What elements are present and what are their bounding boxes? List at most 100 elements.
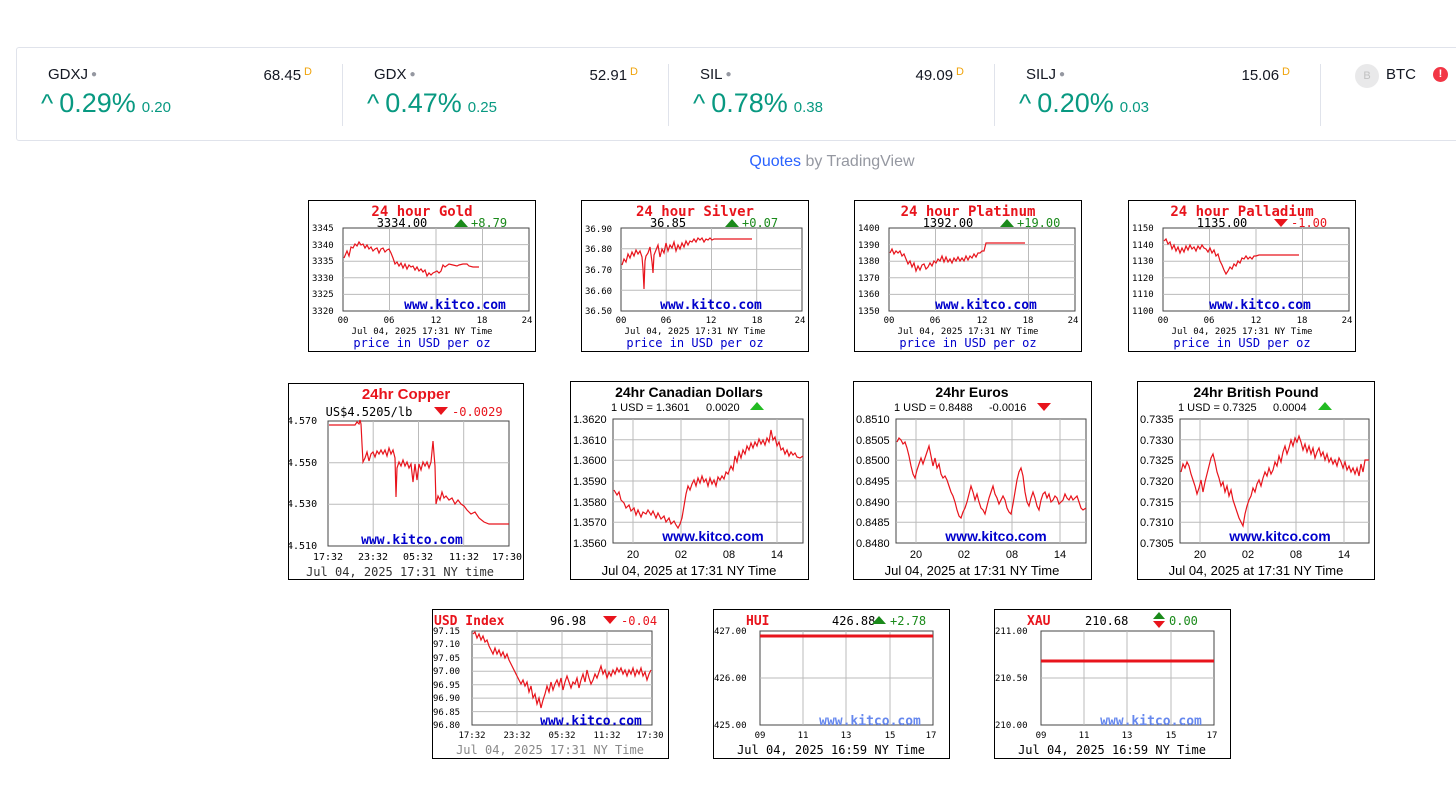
silver-chart-svg: 24 hour Silver 36.85 +0.07 36.90 36.80 3… xyxy=(585,204,805,350)
chart-euros[interactable]: 24hr Euros 1 USD = 0.8488 -0.0016 0.8510… xyxy=(853,381,1092,580)
ticker-price: 15.06 D xyxy=(1241,66,1291,84)
y-tick: 97.00 xyxy=(433,667,460,677)
x-tick: 17:32 xyxy=(313,552,343,563)
y-tick: 1370 xyxy=(858,274,880,284)
y-tick: 97.10 xyxy=(433,640,460,650)
chart-date: Jul 04, 2025 17:31 NY Time xyxy=(456,743,644,757)
copper-plot-frame xyxy=(327,420,510,547)
x-tick: 23:32 xyxy=(503,731,530,741)
x-tick: 20 xyxy=(1194,549,1206,561)
y-tick: 1100 xyxy=(1132,307,1154,317)
status-dot-icon: ● xyxy=(1059,69,1066,80)
x-tick: 06 xyxy=(930,316,941,326)
chart-platinum[interactable]: 24 hour Platinum 1392.00 +19.00 1400 139… xyxy=(854,200,1082,352)
y-tick: 0.7315 xyxy=(1140,497,1174,509)
chart-title: HUI xyxy=(746,614,769,629)
chart-usd-index[interactable]: USD Index 96.98 -0.04 97.15 97.10 97.05 … xyxy=(432,609,669,759)
ticker-item-silj[interactable]: SILJ ● 15.06 D ^ 0.20% 0.03 xyxy=(995,48,1321,140)
y-tick: 0.8485 xyxy=(856,517,890,529)
chart-date: Jul 04, 2025 at 17:31 NY Time xyxy=(885,563,1060,578)
up-triangle-icon xyxy=(1318,402,1332,410)
down-triangle-icon xyxy=(1274,219,1288,227)
y-tick: 1120 xyxy=(1132,274,1154,284)
down-triangle-icon xyxy=(1037,403,1051,411)
x-tick: 17 xyxy=(1207,731,1218,741)
xau-plot-frame xyxy=(1040,630,1215,726)
y-tick: 96.95 xyxy=(433,681,460,691)
delayed-badge: D xyxy=(304,66,312,78)
chart-gold[interactable]: 24 hour Gold 3334.00 +8.79 3345 3340 333… xyxy=(308,200,536,352)
ticker-tape-widget: GDXJ ● 68.45 D ^ 0.29% 0.20 GDX ● 52.91 D ^ 0.4… xyxy=(16,47,1456,141)
up-caret-icon: ^ xyxy=(693,88,706,118)
y-tick: 210.50 xyxy=(995,674,1028,684)
kitco-watermark: www.kitco.com xyxy=(540,714,642,729)
delayed-badge: D xyxy=(1282,66,1290,78)
y-tick: 4.530 xyxy=(289,499,317,510)
ticker-item-sil[interactable]: SIL ● 49.09 D ^ 0.78% 0.38 xyxy=(669,48,995,140)
y-tick: 0.8500 xyxy=(856,455,890,467)
chart-footer: price in USD per oz xyxy=(1173,336,1310,350)
warning-icon: ! xyxy=(1433,67,1448,82)
x-tick: 09 xyxy=(1036,731,1047,741)
kitco-watermark: www.kitco.com xyxy=(660,298,762,313)
change-absolute: 0.03 xyxy=(1119,99,1149,116)
chart-canadian-dollars[interactable]: 24hr Canadian Dollars 1 USD = 1.3601 0.0… xyxy=(570,381,809,580)
chart-price: 1135.00 xyxy=(1197,216,1248,230)
chart-change: -0.04 xyxy=(621,614,657,628)
ticker-symbol: GDX ● xyxy=(374,66,416,83)
price-line xyxy=(889,242,1025,273)
y-tick: 96.90 xyxy=(433,694,460,704)
down-triangle-icon xyxy=(434,407,448,415)
y-tick: 97.15 xyxy=(433,627,460,637)
x-tick: 02 xyxy=(675,549,687,561)
ticker-item-gdx[interactable]: GDX ● 52.91 D ^ 0.47% 0.25 xyxy=(343,48,669,140)
exchange-rate: 1 USD = 0.8488 xyxy=(894,402,973,414)
y-tick: 96.80 xyxy=(433,721,460,731)
y-tick: 1150 xyxy=(1132,224,1154,234)
y-tick: 96.85 xyxy=(433,708,460,718)
ticker-price: 68.45 D xyxy=(263,66,313,84)
y-tick: 0.8495 xyxy=(856,476,890,488)
up-triangle-icon xyxy=(750,402,764,410)
y-tick: 426.00 xyxy=(714,674,747,684)
usd-chart-svg: USD Index 96.98 -0.04 97.15 97.10 97.05 … xyxy=(433,614,664,757)
chart-title: 24hr Canadian Dollars xyxy=(615,384,763,400)
ticker-change: ^ 0.29% 0.20 xyxy=(41,88,171,119)
y-tick: 3325 xyxy=(312,290,334,300)
price-line xyxy=(621,236,752,290)
y-tick: 3345 xyxy=(312,224,334,234)
cad-chart-svg: 24hr Canadian Dollars 1 USD = 1.3601 0.0… xyxy=(573,384,804,578)
x-tick: 23:32 xyxy=(358,552,388,563)
chart-copper[interactable]: 24hr Copper US$4.5205/lb -0.0029 4.570 4… xyxy=(288,383,524,580)
chart-palladium[interactable]: 24 hour Palladium 1135.00 -1.00 1150 114… xyxy=(1128,200,1356,352)
chart-hui[interactable]: HUI 426.88 +2.78 427.00 426.00 425.00 09… xyxy=(713,609,950,759)
price-line xyxy=(1180,434,1369,528)
kitco-watermark: www.kitco.com xyxy=(1228,528,1330,544)
chart-british-pound[interactable]: 24hr British Pound 1 USD = 0.7325 0.0004… xyxy=(1137,381,1375,580)
x-tick: 05:32 xyxy=(548,731,575,741)
chart-title: 24 hour Gold xyxy=(371,204,472,220)
chart-title: 24hr British Pound xyxy=(1193,384,1318,400)
ticker-change: ^ 0.78% 0.38 xyxy=(693,88,823,119)
palladium-chart-svg: 24 hour Palladium 1135.00 -1.00 1150 114… xyxy=(1132,204,1352,350)
kitco-watermark: www.kitco.com xyxy=(935,298,1037,313)
exchange-rate: 1 USD = 1.3601 xyxy=(611,402,690,414)
x-tick: 02 xyxy=(958,549,970,561)
y-tick: 0.7335 xyxy=(1140,414,1174,426)
change-percent: 0.20% xyxy=(1037,88,1114,118)
quotes-link[interactable]: Quotes xyxy=(749,153,802,170)
cad-plot-frame xyxy=(612,418,804,544)
y-tick: 36.50 xyxy=(585,307,612,317)
x-tick: 17:30 xyxy=(492,552,522,563)
ticker-item-btc[interactable]: B BTC ! xyxy=(1321,48,1456,140)
y-tick: 1400 xyxy=(858,224,880,234)
chart-change: +8.79 xyxy=(471,216,507,230)
x-tick: 18 xyxy=(752,316,763,326)
chart-xau[interactable]: XAU 210.68 0.00 211.00 210.50 210.00 09 … xyxy=(994,609,1231,759)
y-tick: 1380 xyxy=(858,257,880,267)
up-triangle-icon xyxy=(725,219,739,227)
ticker-item-gdxj[interactable]: GDXJ ● 68.45 D ^ 0.29% 0.20 xyxy=(17,48,343,140)
ticker-symbol: BTC xyxy=(1386,66,1416,83)
chart-change: 0.00 xyxy=(1169,614,1198,628)
chart-silver[interactable]: 24 hour Silver 36.85 +0.07 36.90 36.80 3… xyxy=(581,200,809,352)
